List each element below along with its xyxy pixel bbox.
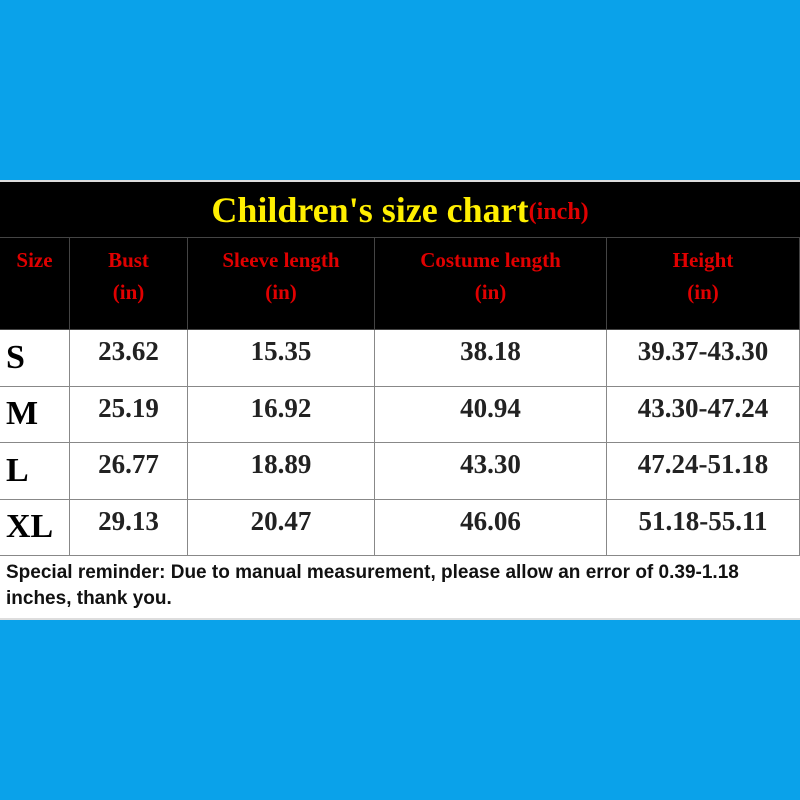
size-cell: S xyxy=(0,330,70,387)
title-unit: (inch) xyxy=(528,199,589,225)
header-name: Bust xyxy=(108,248,149,272)
note: Special reminder: Due to manual measurem… xyxy=(6,562,739,609)
data-cell: 43.30-47.24 xyxy=(607,386,800,443)
data-cell: 25.19 xyxy=(70,386,188,443)
header-cell: Sleeve length (in) xyxy=(188,238,375,330)
header-name: Size xyxy=(16,248,53,272)
header-unit: (in) xyxy=(265,280,297,304)
header-name: Sleeve length xyxy=(222,248,340,272)
size-cell: L xyxy=(0,443,70,500)
data-cell: 23.62 xyxy=(70,330,188,387)
size-chart: Children's size chart (inch) Special rem… xyxy=(0,180,800,620)
data-cell: 39.37-43.30 xyxy=(607,330,800,387)
data-cell: 20.47 xyxy=(188,499,375,556)
size-cell: M xyxy=(0,386,70,443)
data-cell: 46.06 xyxy=(375,499,607,556)
data-cell: 38.18 xyxy=(375,330,607,387)
header-cell: Size xyxy=(0,238,70,330)
title-bar: Children's size chart (inch) xyxy=(0,182,800,238)
data-cell: 29.13 xyxy=(70,499,188,556)
header-unit: (in) xyxy=(474,280,507,304)
title: Children's size chart xyxy=(211,189,529,230)
data-cell: 18.89 xyxy=(188,443,375,500)
data-cell: 43.30 xyxy=(375,443,607,500)
data-cell: 40.94 xyxy=(375,386,607,443)
data-cell: 26.77 xyxy=(70,443,188,500)
data-cell: 15.35 xyxy=(188,330,375,387)
header-name: Costume length xyxy=(420,248,561,272)
header-cell: Height (in) xyxy=(607,238,800,330)
data-cell: 16.92 xyxy=(188,386,375,443)
header-name: Height xyxy=(672,248,734,272)
header-cell: Bust (in) xyxy=(70,238,188,330)
data-cell: 51.18-55.11 xyxy=(607,499,800,556)
size-cell: XL xyxy=(0,499,70,556)
header-cell: Costume length (in) xyxy=(375,238,607,330)
data-cell: 47.24-51.18 xyxy=(607,443,800,500)
header-unit: (in) xyxy=(112,280,145,304)
header-unit: (in) xyxy=(687,280,719,304)
